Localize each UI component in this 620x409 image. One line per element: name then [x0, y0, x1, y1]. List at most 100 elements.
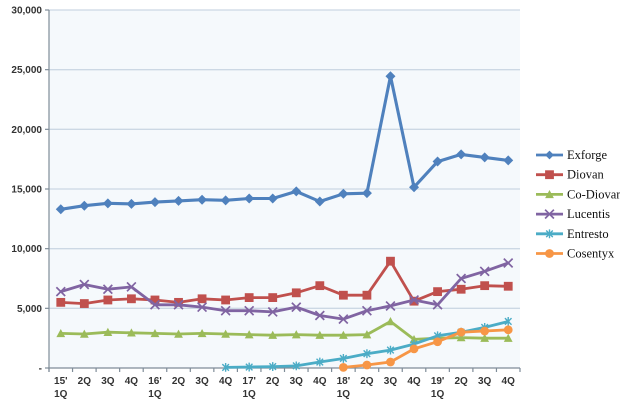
data-point-diamond	[432, 156, 443, 167]
y-axis-tick-label: 25,000	[11, 65, 42, 76]
data-point-asterisk	[268, 362, 277, 371]
data-point-x	[338, 314, 349, 325]
data-point-diamond	[55, 204, 66, 215]
data-point-triangle	[174, 329, 183, 338]
data-point-diamond	[479, 152, 490, 163]
legend-item-co-diovan: Co-Diovan	[536, 187, 620, 201]
data-point-square	[386, 256, 395, 266]
data-point-square	[456, 284, 466, 294]
x-axis-tick-label: 4Q	[407, 376, 421, 387]
data-point-triangle	[386, 317, 395, 326]
data-point-circle	[362, 360, 372, 370]
x-axis-tick-label: 3Q	[195, 376, 209, 387]
data-point-diamond	[338, 188, 349, 199]
x-axis-tick-label: 2Q	[78, 376, 92, 387]
data-point-diamond	[456, 149, 467, 160]
x-axis-tick-label: 2Q	[454, 376, 468, 387]
legend-item-diovan: Diovan	[536, 168, 605, 182]
data-point-x	[291, 302, 302, 313]
x-axis-tick-label: 4Q	[313, 376, 327, 387]
data-point-square	[268, 293, 278, 302]
data-point-triangle	[79, 329, 89, 338]
data-point-triangle	[56, 328, 66, 338]
series-cosentyx	[338, 325, 513, 372]
data-point-diamond	[503, 155, 514, 166]
data-point-asterisk	[292, 361, 301, 371]
data-point-triangle	[103, 327, 113, 336]
data-point-triangle	[244, 330, 254, 339]
data-point-triangle	[221, 329, 231, 338]
data-point-square	[56, 297, 66, 307]
data-point-triangle	[545, 190, 554, 199]
data-point-diamond	[409, 182, 420, 193]
legend-item-entresto: Entresto	[536, 227, 609, 241]
legend-label: Entresto	[567, 227, 609, 241]
data-point-square	[221, 295, 231, 305]
series-exforge	[55, 71, 514, 215]
x-axis-tick-label: 2Q	[266, 376, 280, 387]
data-point-x	[544, 209, 555, 220]
y-axis-tick-label: -	[39, 364, 42, 375]
data-point-asterisk	[339, 354, 348, 363]
data-point-square	[291, 288, 301, 298]
legend-item-exforge: Exforge	[536, 148, 607, 162]
data-point-circle	[338, 363, 348, 372]
data-point-x	[503, 257, 514, 268]
data-point-asterisk	[363, 349, 371, 359]
data-point-triangle	[456, 333, 466, 342]
data-point-triangle	[197, 328, 207, 338]
data-point-asterisk	[245, 362, 253, 372]
data-point-diamond	[173, 195, 184, 206]
legend-label: Co-Diovan	[567, 187, 620, 201]
data-point-x	[361, 305, 372, 316]
data-point-x	[126, 281, 137, 292]
data-point-diamond	[385, 71, 396, 82]
data-point-x	[314, 310, 325, 321]
data-point-asterisk	[504, 317, 513, 326]
data-point-asterisk	[221, 363, 230, 372]
data-point-x	[197, 302, 208, 313]
data-point-x	[479, 266, 490, 277]
x-axis-tick-label: 17' 1Q	[242, 376, 256, 400]
data-point-x	[385, 300, 396, 311]
y-axis-tick-label: 30,000	[11, 6, 42, 17]
data-point-diamond	[102, 198, 113, 209]
data-point-circle	[480, 326, 490, 336]
x-axis-tick-label: 3Q	[101, 376, 115, 387]
data-point-circle	[409, 344, 419, 354]
x-axis-tick-label: 3Q	[384, 376, 398, 387]
data-point-square	[362, 290, 372, 300]
data-point-square	[174, 297, 183, 307]
data-point-triangle	[480, 333, 490, 342]
data-point-triangle	[362, 330, 372, 339]
data-point-square	[244, 293, 254, 302]
data-point-diamond	[220, 195, 231, 206]
data-point-diamond	[126, 198, 137, 209]
legend-label: Lucentis	[567, 207, 610, 221]
data-point-x	[79, 279, 90, 290]
data-point-square	[503, 281, 513, 291]
data-point-circle	[545, 249, 554, 258]
data-point-x	[149, 299, 160, 310]
data-point-square	[79, 299, 89, 308]
data-point-diamond	[244, 193, 255, 204]
series-lucentis	[55, 257, 514, 325]
y-axis-tick-label: 5,000	[17, 304, 42, 315]
data-point-x	[432, 299, 443, 310]
data-point-x	[409, 294, 420, 305]
data-point-x	[102, 284, 113, 295]
data-point-x	[267, 306, 278, 317]
data-point-x	[456, 273, 467, 284]
series-diovan	[56, 256, 513, 308]
data-point-x	[220, 305, 231, 316]
data-point-circle	[503, 325, 513, 335]
data-point-square	[127, 294, 136, 304]
data-point-diamond	[291, 186, 302, 197]
data-point-square	[197, 294, 207, 304]
data-point-triangle	[127, 328, 136, 337]
legend: Exforge Diovan Co-Diovan Lucentis Entresto Co…	[536, 148, 620, 261]
y-axis-tick-label: 15,000	[11, 185, 42, 196]
data-point-square	[433, 287, 442, 297]
data-point-triangle	[338, 330, 348, 339]
